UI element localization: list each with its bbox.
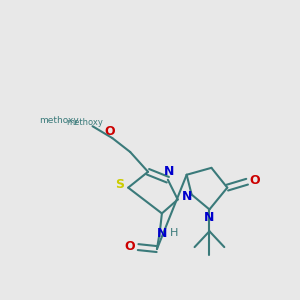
Text: O: O: [125, 240, 136, 253]
Text: S: S: [115, 178, 124, 191]
Text: N: N: [182, 190, 192, 203]
Text: O: O: [104, 125, 115, 138]
Text: methoxy: methoxy: [66, 118, 103, 127]
Text: methoxy: methoxy: [39, 116, 79, 125]
Text: O: O: [250, 174, 260, 187]
Text: N: N: [157, 227, 167, 240]
Text: N: N: [204, 211, 214, 224]
Text: H: H: [169, 228, 178, 238]
Text: N: N: [164, 165, 174, 178]
